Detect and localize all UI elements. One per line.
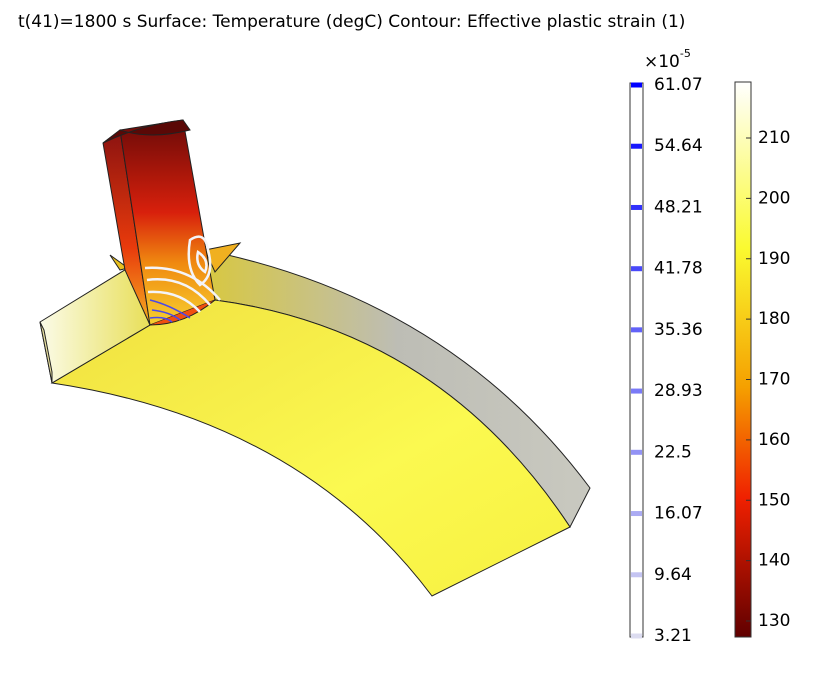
surface-tick-label: 150: [758, 490, 790, 510]
contour-multiplier: ×10-5: [644, 47, 691, 72]
surface-tick-label: 140: [758, 551, 790, 571]
contour-tick-label: 61.07: [654, 75, 703, 95]
contour-tick-label: 28.93: [654, 381, 703, 401]
geometry: [39, 119, 591, 597]
surface-tick-label: 190: [758, 249, 790, 269]
surface-colorbar: [734, 81, 752, 638]
contour-tick-label: 41.78: [654, 259, 703, 279]
contour-level: [631, 572, 642, 578]
contour-level: [631, 82, 642, 88]
contour-level: [631, 633, 642, 639]
contour-tick-label: 16.07: [654, 504, 703, 524]
surface-tick-label: 160: [758, 430, 790, 450]
surface-tick-label: 170: [758, 370, 790, 390]
surface-tick-label: 130: [758, 611, 790, 631]
contour-legend: ×10-5: [629, 47, 691, 638]
contour-level: [631, 266, 642, 272]
contour-level: [631, 143, 642, 149]
contour-tick-label: 48.21: [654, 197, 703, 217]
contour-tick-label: 22.5: [654, 442, 692, 462]
surface-tick-label: 180: [758, 309, 790, 329]
plot-title: t(41)=1800 s Surface: Temperature (degC)…: [18, 12, 685, 32]
contour-tick-label: 54.64: [654, 136, 703, 156]
contour-level: [631, 388, 642, 394]
contour-tick-label: 3.21: [654, 626, 692, 646]
contour-colorbar: [629, 82, 644, 638]
surface-tick-label: 200: [758, 188, 790, 208]
contour-level: [631, 327, 642, 333]
contour-level: [631, 449, 642, 455]
contour-level: [631, 204, 642, 210]
contour-tick-label: 9.64: [654, 565, 692, 585]
contour-tick-label: 35.36: [654, 320, 703, 340]
surface-tick-label: 210: [758, 128, 790, 148]
contour-level: [631, 511, 642, 517]
surface-legend: [734, 81, 752, 638]
